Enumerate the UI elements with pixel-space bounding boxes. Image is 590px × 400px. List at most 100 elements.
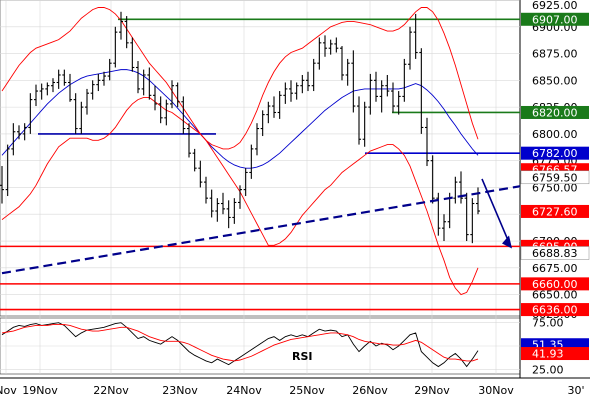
price-level-flag: 6660.00 bbox=[521, 277, 589, 291]
ohlc-bar bbox=[136, 61, 140, 94]
ohlc-bar bbox=[300, 74, 305, 94]
price-level-flag: 6820.00 bbox=[521, 105, 589, 119]
price-level-flag: 6782.00 bbox=[521, 146, 589, 160]
ohlc-bar bbox=[323, 35, 327, 57]
ohlc-bar bbox=[0, 166, 4, 204]
svg-text:6820.00: 6820.00 bbox=[532, 106, 578, 119]
svg-text:6688.83: 6688.83 bbox=[532, 247, 578, 260]
ohlc-bar bbox=[215, 198, 220, 222]
ohlc-bar bbox=[187, 123, 191, 158]
ohlc-bar bbox=[73, 93, 78, 134]
ohlc-bar bbox=[181, 96, 186, 134]
ohlc-bar bbox=[328, 39, 333, 55]
ohlc-bar bbox=[238, 185, 242, 209]
price-value-flag: 6727.60 bbox=[521, 204, 589, 218]
ohlc-bar bbox=[311, 58, 316, 92]
svg-text:6907.00: 6907.00 bbox=[532, 13, 578, 26]
x-tick-label: 22Nov bbox=[93, 384, 129, 397]
ohlc-bar bbox=[396, 91, 401, 115]
ohlc-bar bbox=[221, 192, 225, 215]
price-value-flag: 6688.83 bbox=[520, 246, 590, 260]
ohlc-bar bbox=[147, 67, 152, 100]
ohlc-bar bbox=[243, 168, 248, 197]
rsi-line bbox=[1, 324, 479, 362]
ohlc-bar bbox=[294, 82, 299, 100]
ohlc-bar bbox=[351, 50, 356, 113]
ohlc-bar bbox=[170, 80, 174, 109]
svg-text:6636.00: 6636.00 bbox=[532, 304, 578, 317]
ohlc-bar bbox=[39, 83, 44, 100]
rsi-value-flag: 41.93 bbox=[521, 347, 589, 361]
svg-text:41.93: 41.93 bbox=[532, 348, 564, 361]
ohlc-bar bbox=[79, 101, 84, 134]
x-tick-label: 19Nov bbox=[22, 384, 58, 397]
y-tick-label: 6675.00 bbox=[532, 262, 578, 275]
ohlc-bar bbox=[96, 73, 101, 92]
ohlc-bar bbox=[102, 71, 106, 86]
ohlc-bar bbox=[260, 110, 265, 137]
forecast-arrow bbox=[481, 178, 512, 249]
ohlc-bar bbox=[192, 148, 197, 172]
ohlc-bar bbox=[141, 69, 146, 96]
ohlc-bar bbox=[430, 155, 435, 204]
ohlc-bar bbox=[51, 78, 55, 93]
ohlc-bar bbox=[56, 69, 61, 89]
ohlc-bar bbox=[90, 80, 95, 100]
ohlc-bar bbox=[272, 96, 276, 118]
svg-text:6727.60: 6727.60 bbox=[532, 205, 578, 218]
ohlc-bar bbox=[385, 74, 390, 97]
indicator-line bbox=[1, 7, 479, 150]
price-level-flag: 6636.00 bbox=[521, 303, 589, 317]
rsi-y-tick-label: 75.00 bbox=[532, 317, 564, 330]
ohlc-bar bbox=[345, 58, 350, 86]
ohlc-bar bbox=[283, 82, 288, 104]
ohlc-bar bbox=[453, 176, 458, 204]
ohlc-bar bbox=[425, 117, 429, 167]
y-tick-label: 6925.00 bbox=[532, 0, 578, 12]
ohlc-bar bbox=[5, 144, 10, 197]
ohlc-bar bbox=[357, 96, 361, 145]
ohlc-bar bbox=[124, 16, 129, 49]
ohlc-bar bbox=[11, 123, 16, 156]
svg-text:6782.00: 6782.00 bbox=[532, 147, 578, 160]
ohlc-bar bbox=[277, 91, 282, 119]
x-tick-label: 29Nov bbox=[414, 384, 450, 397]
ohlc-bar bbox=[464, 192, 469, 242]
svg-text:6660.00: 6660.00 bbox=[532, 278, 578, 291]
ohlc-bar bbox=[442, 214, 446, 242]
ohlc-bar bbox=[232, 198, 237, 224]
x-tick-label: 30Nov bbox=[478, 384, 514, 397]
ohlc-bar bbox=[374, 71, 378, 102]
ohlc-bar bbox=[255, 123, 259, 156]
x-tick-label: 26Nov bbox=[352, 384, 388, 397]
ohlc-bar bbox=[249, 144, 254, 179]
ohlc-bar bbox=[45, 82, 50, 96]
ohlc-bar bbox=[413, 13, 418, 59]
ohlc-bar bbox=[204, 176, 208, 204]
ohlc-bar bbox=[289, 80, 293, 102]
rsi-line bbox=[1, 322, 479, 368]
ohlc-bar bbox=[17, 125, 21, 140]
ohlc-bar bbox=[209, 189, 214, 218]
x-tick-label: 23Nov bbox=[162, 384, 198, 397]
y-tick-label: 6850.00 bbox=[532, 74, 578, 87]
x-tick-label: 30' bbox=[567, 384, 584, 397]
ohlc-bar bbox=[107, 58, 112, 81]
trendline bbox=[1, 185, 520, 275]
ohlc-bar bbox=[306, 71, 310, 92]
ohlc-bar bbox=[28, 93, 33, 134]
rsi-panel-label: RSI bbox=[292, 350, 313, 363]
ohlc-bar bbox=[334, 37, 339, 53]
y-tick-label: 6875.00 bbox=[532, 48, 578, 61]
ohlc-bar bbox=[379, 80, 384, 113]
ohlc-bar bbox=[85, 88, 89, 115]
price-plot-area bbox=[0, 0, 521, 317]
ohlc-bar bbox=[68, 73, 72, 102]
ohlc-bar bbox=[198, 160, 203, 188]
ohlc-bar bbox=[62, 69, 67, 86]
ohlc-bar bbox=[317, 37, 322, 70]
x-tick-label: 24Nov bbox=[226, 384, 262, 397]
ohlc-bar bbox=[22, 123, 27, 141]
ohlc-bar bbox=[362, 101, 367, 147]
y-tick-label: 6800.00 bbox=[532, 128, 578, 141]
